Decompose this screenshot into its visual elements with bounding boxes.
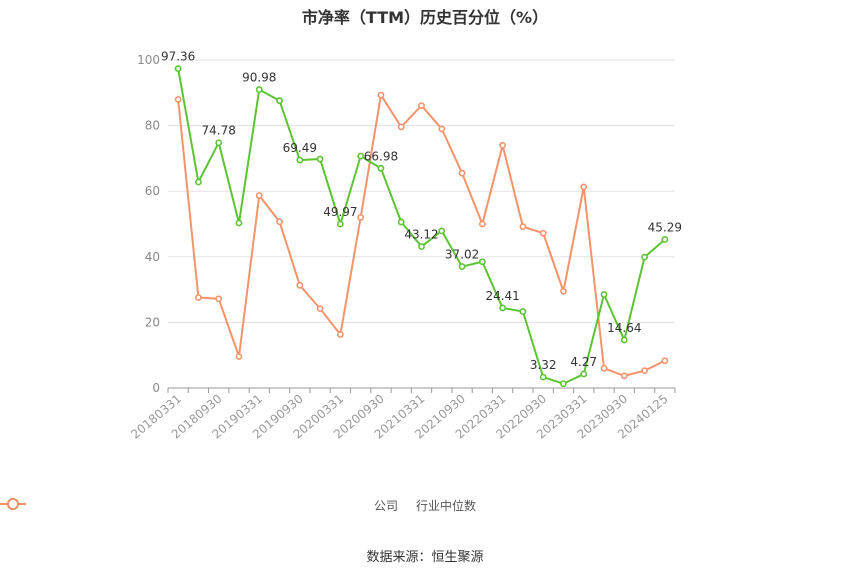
legend-item-industry-median[interactable]: 行业中位数 — [0, 497, 477, 514]
y-tick-label: 20 — [145, 315, 160, 329]
data-point-company — [438, 227, 446, 235]
data-label: 37.02 — [445, 248, 479, 262]
data-point-company — [296, 156, 304, 164]
data-point-company — [195, 178, 202, 186]
source-note: 数据来源：恒生聚源 — [366, 550, 484, 565]
data-point-company — [519, 308, 527, 315]
legend-label-company: 公司 — [373, 499, 398, 513]
data-point-industry-median — [195, 294, 202, 301]
y-tick-label: 60 — [145, 184, 160, 198]
data-point-industry-median — [235, 353, 243, 360]
data-point-company — [661, 236, 669, 243]
data-label: 3.32 — [530, 358, 557, 372]
data-label: 45.29 — [648, 220, 682, 234]
data-point-company — [560, 380, 567, 388]
data-point-company — [174, 65, 182, 73]
data-point-company — [580, 370, 588, 378]
data-label: 14.64 — [607, 321, 641, 335]
data-point-industry-median — [499, 141, 507, 149]
data-label: 4.27 — [570, 355, 597, 369]
data-point-industry-median — [519, 223, 527, 231]
data-point-industry-median — [336, 331, 344, 338]
data-point-company — [641, 253, 648, 261]
data-point-industry-median — [620, 372, 628, 380]
data-point-company — [215, 139, 223, 147]
data-point-industry-median — [560, 287, 567, 295]
legend-marker-industry-median — [0, 498, 26, 510]
data-point-company — [397, 218, 405, 226]
data-point-company — [235, 219, 243, 227]
legend-label-industry-median: 行业中位数 — [416, 499, 477, 513]
y-tick-label: 0 — [152, 381, 160, 395]
data-point-company — [600, 291, 608, 298]
data-point-company — [539, 373, 547, 381]
data-point-industry-median — [316, 305, 324, 313]
data-label: 24.41 — [485, 289, 519, 303]
data-point-industry-median — [276, 218, 283, 226]
data-point-company — [336, 220, 344, 228]
data-point-industry-median — [397, 123, 405, 131]
data-point-industry-median — [600, 364, 608, 372]
data-label: 69.49 — [283, 141, 317, 155]
data-point-industry-median — [539, 229, 547, 237]
data-point-industry-median — [418, 102, 425, 109]
data-label: 49.97 — [323, 205, 357, 219]
data-point-company — [620, 336, 628, 344]
data-point-industry-median — [478, 220, 486, 228]
data-point-industry-median — [641, 367, 648, 375]
data-point-company — [316, 155, 324, 163]
data-point-company — [418, 243, 425, 250]
data-point-company — [377, 164, 385, 172]
data-point-industry-median — [357, 214, 365, 221]
data-point-company — [255, 86, 263, 93]
data-point-company — [357, 152, 365, 160]
y-tick-label: 40 — [145, 250, 160, 264]
data-point-company — [499, 304, 507, 312]
chart-title: 市净率（TTM）历史百分位（%） — [301, 8, 549, 27]
data-point-company — [276, 97, 283, 105]
data-point-industry-median — [255, 192, 263, 199]
data-label: 66.98 — [364, 149, 398, 163]
data-point-industry-median — [580, 183, 588, 191]
data-point-industry-median — [174, 95, 182, 103]
data-point-industry-median — [215, 295, 223, 303]
data-point-industry-median — [438, 125, 446, 133]
data-label: 90.98 — [242, 71, 276, 85]
data-label: 74.78 — [202, 124, 236, 138]
data-label: 97.36 — [161, 50, 195, 64]
data-point-industry-median — [458, 169, 466, 177]
data-point-industry-median — [296, 281, 304, 289]
y-tick-label: 100 — [137, 53, 160, 67]
data-point-industry-median — [377, 91, 385, 99]
y-tick-label: 80 — [145, 119, 160, 133]
series-line-company — [177, 68, 666, 385]
legend: 公司 行业中位数 — [0, 497, 850, 514]
data-label: 43.12 — [404, 228, 438, 242]
data-point-company — [458, 263, 466, 270]
data-point-company — [478, 258, 486, 266]
data-point-industry-median — [661, 357, 669, 365]
legend-item-company[interactable]: 公司 — [0, 497, 398, 514]
